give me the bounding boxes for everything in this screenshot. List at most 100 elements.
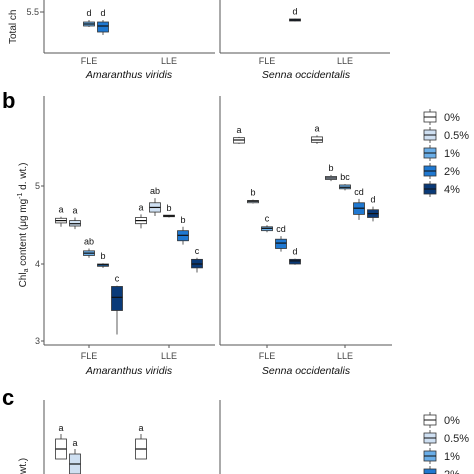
legend-entry-0pct: 0%: [423, 412, 460, 428]
panel-a-xtick-lle: LLE: [161, 56, 177, 66]
significance-letter: b: [180, 215, 185, 225]
significance-letter: b: [250, 188, 255, 198]
box-fle-1pct: c: [261, 213, 273, 233]
box-fle-0_5pct: a: [69, 206, 81, 230]
significance-letter: c: [195, 246, 200, 256]
box-lle-0_5pct: ab: [149, 186, 161, 216]
panel-b-letter: b: [2, 88, 15, 113]
box-fle-1pct: ab: [83, 237, 95, 258]
panel-b-xtick-lle-2: LLE: [337, 351, 353, 361]
box-c-fle: a: [55, 423, 67, 460]
significance-letter: cd: [276, 224, 286, 234]
box-body: [111, 286, 123, 311]
box-fle-0pct: a: [55, 205, 67, 227]
significance-letter: b: [100, 251, 105, 261]
ylabel-part-chl: Chl: [18, 272, 29, 287]
panel-b-species-2: Senna occidentalis: [262, 365, 351, 377]
box-fle-2pct: d: [97, 8, 109, 35]
significance-letter: a: [72, 206, 77, 216]
significance-letter: a: [236, 125, 241, 135]
box-lle-4pct: c: [191, 246, 203, 273]
box-fle-4pct: d: [289, 247, 301, 265]
legend-label: 0%: [444, 112, 460, 124]
significance-letter: d: [370, 195, 375, 205]
panel-c-letter: c: [2, 385, 14, 410]
significance-letter: bc: [340, 172, 350, 182]
significance-letter: d: [100, 8, 105, 18]
box-lle-1pct: bc: [339, 172, 351, 191]
legend-entry-2pct: 2%: [423, 466, 460, 474]
ylabel-part-main: content (μg mg: [18, 199, 29, 269]
box-c-lle: a: [135, 423, 147, 460]
legend-label: 2%: [444, 166, 460, 178]
box-fle-4pct: d: [289, 7, 301, 22]
significance-letter: d: [292, 7, 297, 17]
significance-letter: cd: [354, 187, 364, 197]
box-body: [275, 238, 287, 249]
legend-entry-2pct: 2%: [423, 163, 460, 179]
panel-a-ylabel: Total ch: [8, 10, 19, 44]
panel-a-xtick-fle: FLE: [81, 56, 98, 66]
panel-b-ytick-4: 4: [35, 259, 40, 269]
box-lle-1pct: b: [163, 203, 175, 218]
legend-entry-4pct: 4%: [423, 181, 460, 197]
significance-letter: a: [58, 205, 63, 215]
legend-label: 0.5%: [444, 433, 469, 445]
ylabel-part-end: d. wt.): [18, 163, 29, 193]
box-body: [97, 21, 109, 33]
panel-c-ylabel: wt.): [18, 458, 29, 474]
legend-entry-1pct: 1%: [423, 448, 460, 464]
panel-a-species-2: Senna occidentalis: [262, 69, 351, 81]
panel-a-species-1: Amaranthus viridis: [85, 69, 173, 81]
legend-key: [423, 468, 437, 474]
legend-entry-0_5pct: 0.5%: [423, 127, 469, 143]
legend-entry-0_5pct: 0.5%: [423, 430, 469, 446]
box-lle-0_5pct: b: [325, 163, 337, 182]
panel-a-ytick: 5.5: [26, 7, 39, 17]
ylabel-part-sup: -1: [17, 192, 24, 198]
panel-a-xtick-lle-2: LLE: [337, 56, 353, 66]
box-lle-2pct: cd: [353, 187, 365, 220]
legend-entry-1pct: 1%: [423, 145, 460, 161]
ylabel-part-sub: a: [23, 268, 30, 272]
panel-c-marks: aaa: [55, 423, 147, 474]
panel-c: c wt.) aaa 0%0.5%1%2%: [2, 385, 469, 474]
significance-letter: d: [86, 8, 91, 18]
legend-label: 4%: [444, 184, 460, 196]
significance-letter: ab: [150, 186, 160, 196]
box-fle-2pct: b: [97, 251, 109, 268]
legend-entry-0pct: 0%: [423, 109, 460, 125]
significance-letter: a: [138, 423, 143, 433]
panel-b-ytick-5: 5: [35, 181, 40, 191]
significance-letter: c: [265, 213, 270, 223]
panel-b-xtick-lle: LLE: [161, 351, 177, 361]
box-lle-2pct: b: [177, 215, 189, 245]
significance-letter: c: [115, 274, 120, 284]
panel-a-xtick-fle-2: FLE: [259, 56, 276, 66]
box-lle-0pct: a: [311, 123, 323, 144]
box-fle-1pct: d: [83, 8, 95, 27]
box-fle-4pct: c: [111, 274, 123, 335]
significance-letter: a: [314, 123, 319, 133]
legend-label: 1%: [444, 451, 460, 463]
panel-b-ylabel: Chla content (μg mg-1 d. wt.): [17, 163, 30, 288]
significance-letter: a: [72, 438, 77, 448]
box-c-fle: a: [69, 438, 81, 474]
box-lle-0pct: a: [135, 202, 147, 229]
box-fle-2pct: cd: [275, 224, 287, 252]
box-fle-0pct: a: [233, 125, 245, 144]
significance-letter: ab: [84, 237, 94, 247]
box-body: [289, 258, 301, 265]
significance-letter: d: [292, 247, 297, 257]
legend-label: 1%: [444, 148, 460, 160]
legend-label: 0.5%: [444, 130, 469, 142]
legend-c: 0% 0.5% 1% 2%: [423, 412, 469, 474]
significance-letter: a: [138, 202, 143, 212]
significance-letter: b: [166, 203, 171, 213]
panel-b-xtick-fle-2: FLE: [259, 351, 276, 361]
